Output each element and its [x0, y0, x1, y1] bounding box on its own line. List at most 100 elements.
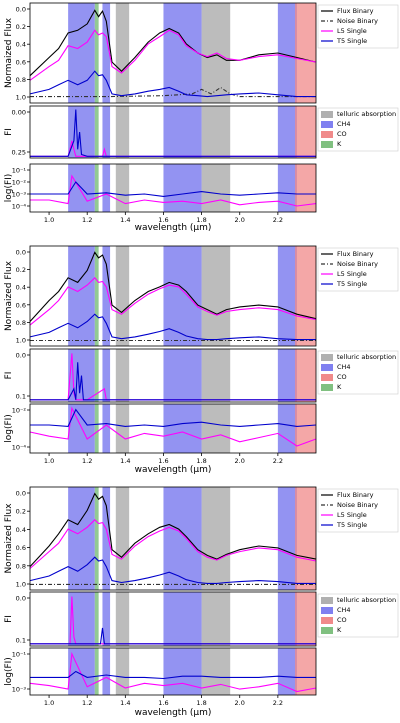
x-tick-label: 1.6 — [158, 699, 168, 707]
legend-swatch — [321, 627, 333, 634]
y-axis-label: log(FI) — [4, 414, 14, 443]
y-tick-label: 10⁻² — [12, 179, 27, 187]
x-tick-label: 1.0 — [44, 216, 54, 224]
legend-swatch — [321, 597, 333, 604]
y-tick-label: 0.2 — [16, 23, 26, 31]
band-co — [295, 349, 316, 402]
band-telluric — [115, 3, 130, 103]
band-telluric — [201, 246, 231, 346]
legend-swatch — [321, 131, 333, 138]
series-line-flux-binary — [29, 251, 317, 322]
plot-frame — [29, 348, 317, 403]
series-line-l5-single — [29, 276, 317, 326]
plot-frame — [29, 2, 317, 104]
x-tick-label: 1.8 — [196, 699, 206, 707]
legend-label: L5 Single — [337, 27, 367, 35]
y-tick-label: 1.0 — [16, 337, 26, 345]
band-k — [94, 487, 99, 590]
legend-swatch — [321, 617, 333, 624]
plot-frame — [29, 647, 317, 696]
series-line-l5-single — [29, 29, 317, 81]
y-tick-label: 0.00 — [12, 109, 26, 117]
series-line-t5-single — [29, 556, 316, 584]
series-line-t5-single — [30, 408, 317, 427]
band-ch4 — [277, 648, 297, 695]
legend-label: Noise Binary — [337, 260, 378, 268]
plot-frame — [29, 403, 317, 454]
legend-label: telluric absorption — [337, 110, 396, 118]
y-tick-label: 10⁻¹ — [12, 167, 27, 175]
y-tick-label: 0.6 — [16, 58, 26, 66]
legend-label: CH4 — [337, 363, 351, 371]
band-ch4 — [277, 246, 297, 346]
series-line-l5-single — [29, 651, 317, 693]
band-k — [94, 349, 99, 402]
y-axis-label: log(FI) — [4, 174, 14, 203]
x-tick-label: 2.0 — [235, 216, 245, 224]
y-tick-label: 0.8 — [16, 562, 26, 570]
band-ch4 — [163, 404, 202, 453]
y-tick-label: 0.0 — [16, 352, 26, 360]
band-ch4 — [68, 3, 95, 103]
series-line-t5-single — [30, 670, 316, 680]
x-tick-label: 1.0 — [44, 457, 54, 465]
y-tick-label: 0.2 — [16, 508, 26, 516]
y-tick-label: 0.0 — [16, 490, 26, 498]
plot-frame — [29, 105, 317, 159]
y-tick-label: 10⁻¹ — [12, 651, 27, 659]
band-ch4 — [163, 3, 202, 103]
x-tick-label: 1.6 — [158, 457, 168, 465]
band-ch4 — [277, 592, 297, 646]
legend-label: K — [337, 383, 342, 391]
x-tick-label: 1.4 — [120, 216, 130, 224]
band-k — [94, 592, 99, 646]
band-ch4 — [102, 246, 111, 346]
legend-label: CH4 — [337, 120, 351, 128]
band-telluric — [201, 592, 231, 646]
legend-label: CO — [337, 373, 347, 381]
band-co — [295, 3, 316, 103]
x-tick-label: 1.4 — [120, 457, 130, 465]
band-ch4 — [163, 164, 202, 212]
band-co — [295, 164, 316, 212]
legend-swatch — [321, 364, 333, 371]
band-co — [295, 592, 316, 646]
band-k — [94, 648, 99, 695]
y-tick-label: 0.25 — [12, 149, 26, 157]
y-axis-label: Normaized Flux — [4, 503, 14, 574]
band-ch4 — [163, 487, 202, 590]
x-tick-label: 2.0 — [235, 457, 245, 465]
legend-label: telluric absorption — [337, 353, 396, 361]
band-ch4 — [102, 592, 111, 646]
legend-swatch — [321, 354, 333, 361]
series-line-t5-single — [30, 181, 316, 197]
y-axis-label: FI — [4, 615, 14, 623]
y-axis-label: Normaized Flux — [4, 17, 14, 88]
legend-label: L5 Single — [337, 270, 367, 278]
band-telluric — [201, 648, 231, 695]
band-telluric — [201, 487, 231, 590]
band-ch4 — [163, 648, 202, 695]
band-telluric — [201, 404, 231, 453]
band-ch4 — [102, 404, 111, 453]
y-tick-label: 0.2 — [16, 266, 26, 274]
series-line-noise-binary — [30, 86, 316, 98]
y-tick-label: 10⁻⁴ — [12, 444, 27, 452]
series-line-t5-single — [30, 109, 316, 157]
band-ch4 — [102, 349, 111, 402]
series-line-flux-binary — [29, 492, 317, 567]
x-tick-label: 1.2 — [82, 457, 92, 465]
plot-frame — [29, 163, 317, 213]
legend-swatch — [321, 374, 333, 381]
y-tick-label: 10⁻³ — [12, 191, 27, 199]
legend-label: Noise Binary — [337, 17, 378, 25]
legend-label: T5 Single — [336, 280, 367, 288]
band-ch4 — [277, 349, 297, 402]
x-tick-label: 1.8 — [196, 216, 206, 224]
legend-swatch — [321, 111, 333, 118]
x-tick-label: 1.4 — [120, 699, 130, 707]
y-axis-label: Normaized Flux — [4, 260, 14, 331]
series-line-t5-single — [30, 627, 316, 645]
band-k — [94, 106, 99, 158]
